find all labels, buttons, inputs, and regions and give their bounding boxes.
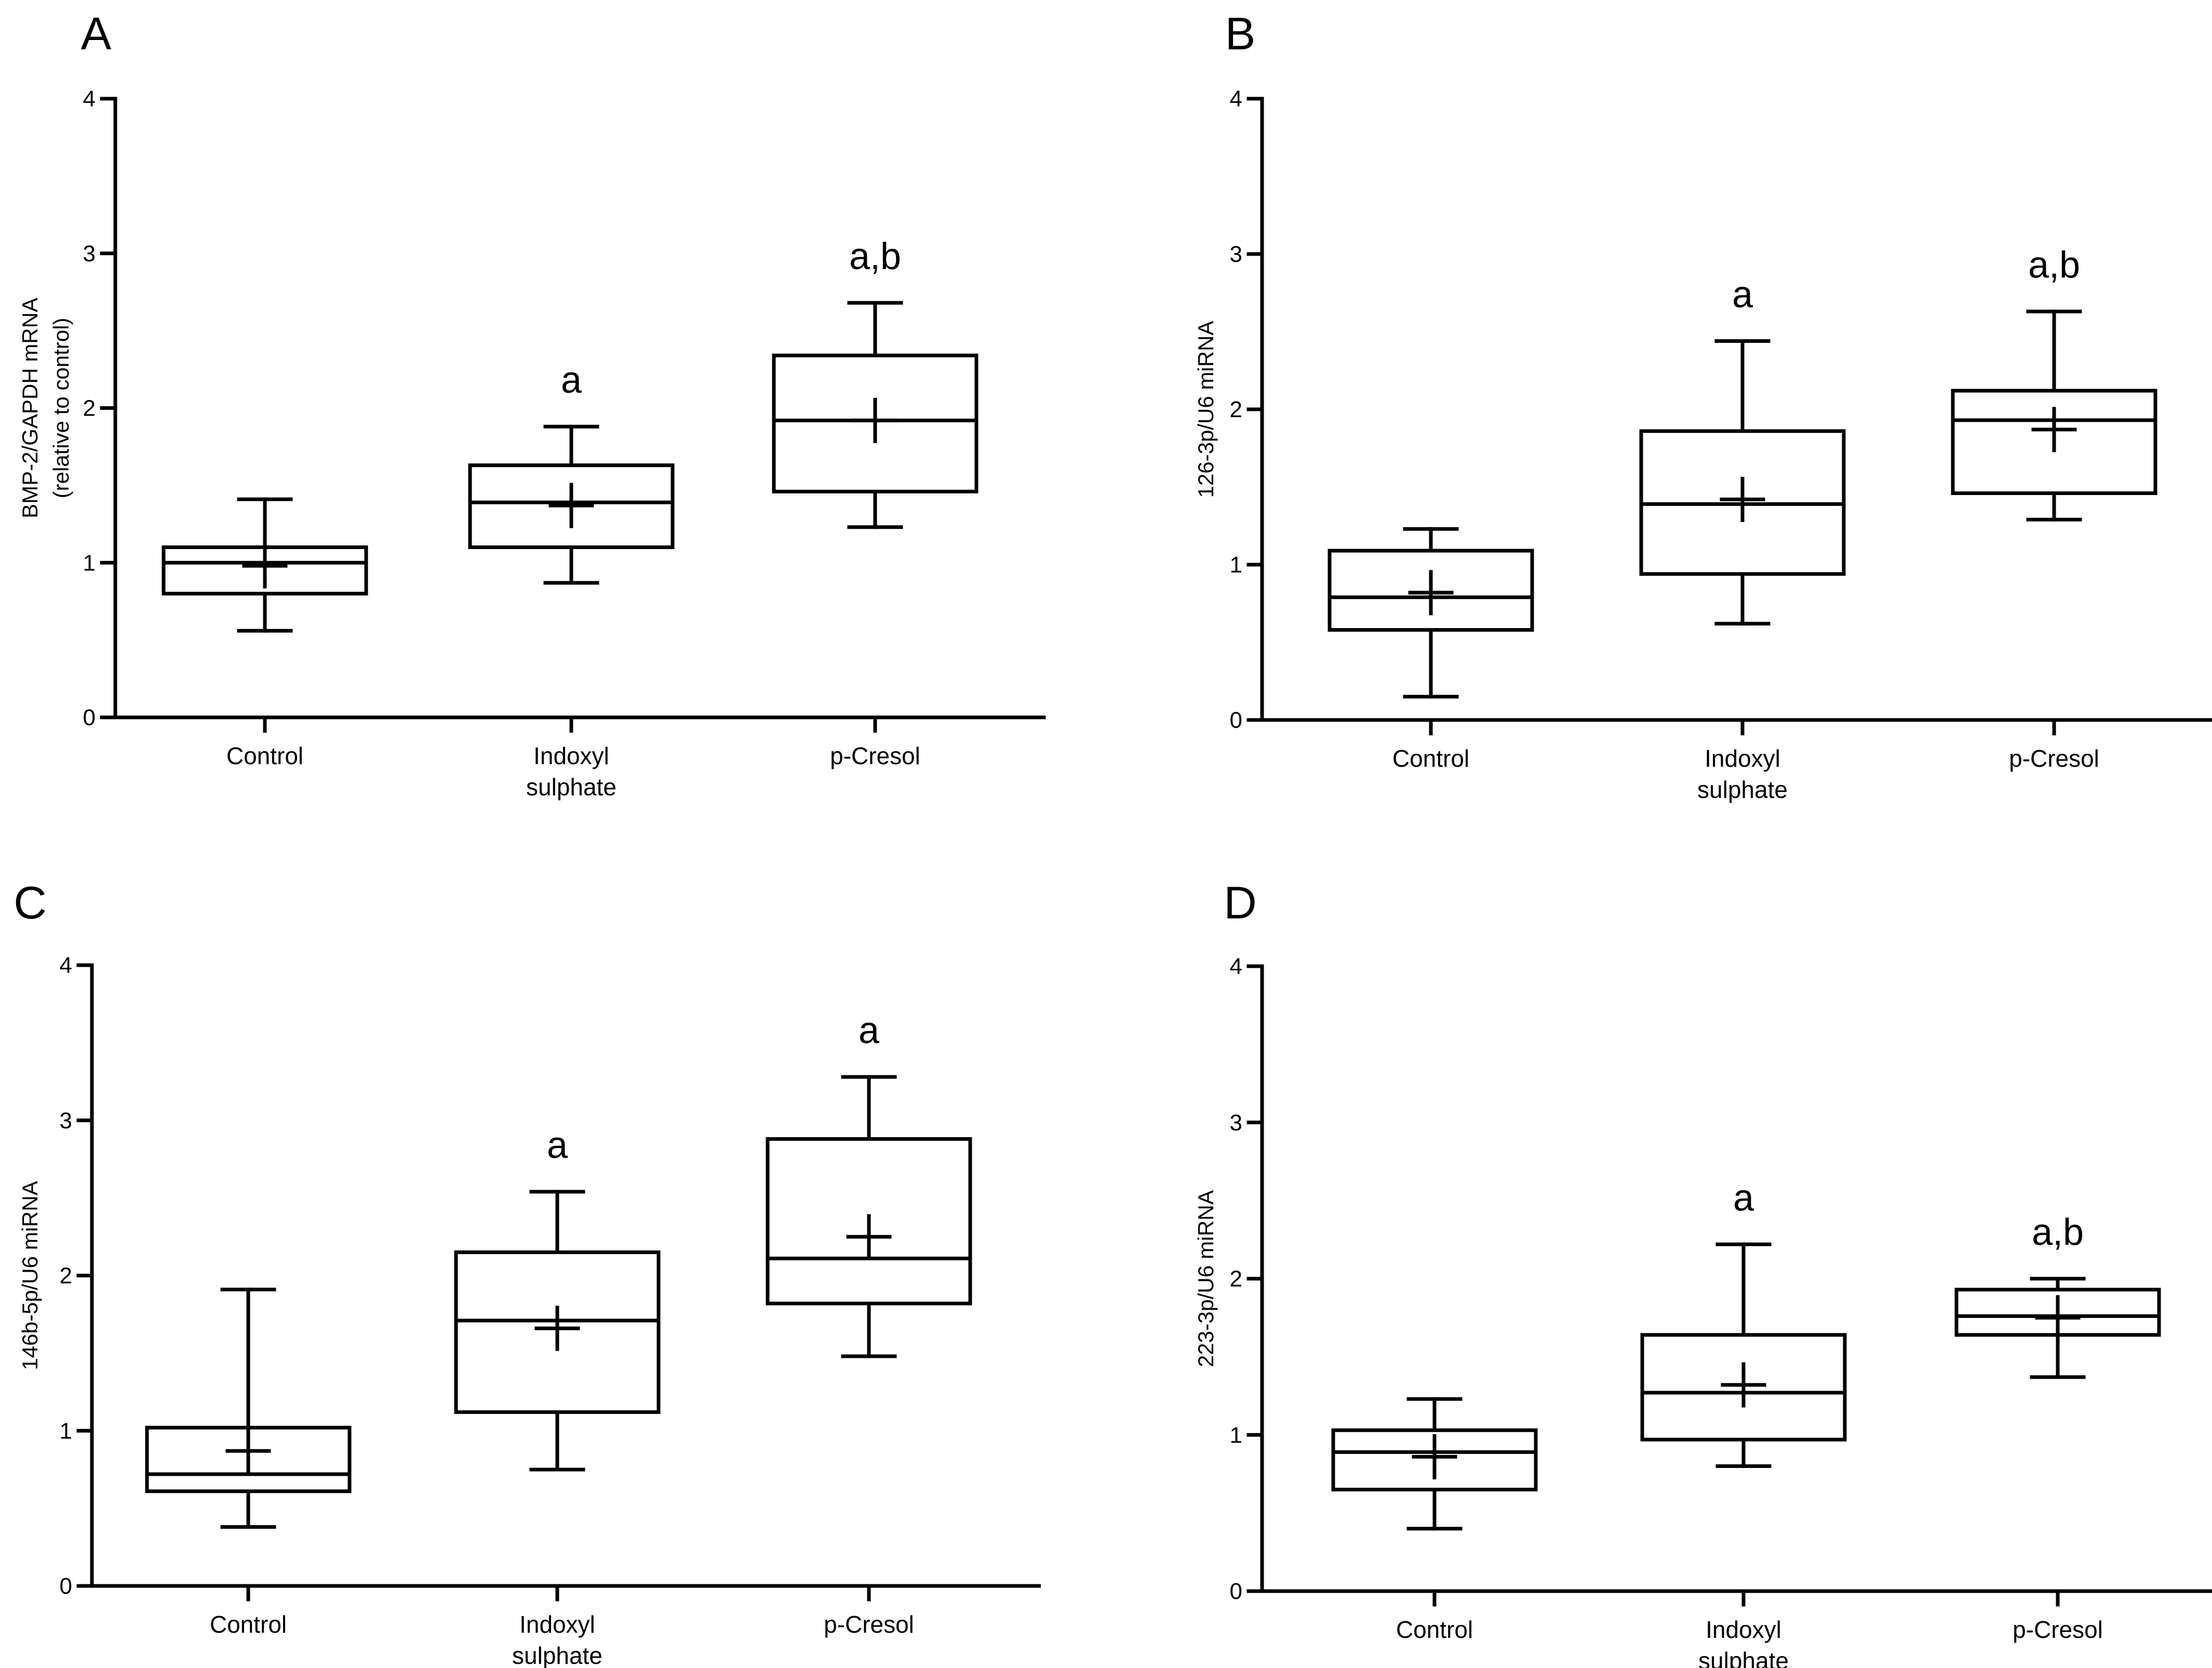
y-tick-label: 4 [60, 953, 72, 978]
y-axis-title: 126-3p/U6 miRNA [1194, 321, 1218, 498]
box-group: Control [1331, 1397, 1538, 1643]
x-tick-label: sulphate [512, 1642, 602, 1668]
panel-d: D 0 1 2 3 4 223-3p/U6 miRNA Control Indoxyl sulph… [1194, 877, 2212, 1668]
y-axis-title: 223-3p/U6 miRNA [1194, 1190, 1218, 1367]
significance-label: a,b [2032, 1212, 2084, 1253]
box-group: p-Cresol a,b [1951, 245, 2157, 772]
x-tick-label: sulphate [1698, 1647, 1789, 1668]
x-tick-label: sulphate [1697, 776, 1788, 803]
x-tick-label: p-Cresol [824, 1611, 914, 1638]
y-tick-label: 0 [1230, 708, 1242, 733]
significance-label: a [1733, 1177, 1754, 1219]
y-tick-label: 1 [1230, 1422, 1242, 1448]
y-tick-label: 0 [60, 1573, 72, 1599]
y-tick-label: 0 [1230, 1579, 1242, 1604]
box-group: Control [162, 497, 368, 769]
y-axis-title-line2: (relative to control) [49, 318, 73, 499]
x-tick-label: Control [226, 742, 303, 769]
box-group: Control [1328, 527, 1534, 772]
panel-a: A 0 1 2 3 4 BMP-2/GAPDH mRNA (relative to contr… [18, 8, 1046, 800]
panel-letter: A [81, 8, 112, 59]
x-tick-label: Indoxyl [1705, 745, 1780, 772]
box-group: Indoxyl sulphate a [454, 1125, 661, 1668]
y-tick-label: 0 [83, 705, 96, 730]
box-group: p-Cresol a,b [1954, 1212, 2161, 1643]
box-group: Control [145, 1287, 352, 1638]
x-tick-label: Indoxyl [1706, 1616, 1781, 1643]
box-iqr [766, 1137, 972, 1305]
x-tick-label: p-Cresol [2013, 1616, 2103, 1643]
y-tick-label: 1 [60, 1418, 72, 1444]
x-tick-label: p-Cresol [830, 742, 920, 769]
y-tick-label: 4 [1230, 86, 1242, 112]
panel-letter: B [1225, 8, 1256, 59]
x-tick-label: Indoxyl [519, 1611, 595, 1638]
y-tick-label: 2 [60, 1263, 72, 1289]
y-tick-label: 4 [83, 86, 96, 112]
x-tick-label: sulphate [526, 773, 616, 800]
panel-letter: C [14, 877, 47, 928]
y-tick-label: 2 [1230, 397, 1242, 422]
panel-c: C 0 1 2 3 4 146b-5p/U6 miRNA Control Indoxyl sulp… [14, 877, 1041, 1668]
significance-label: a [1732, 274, 1753, 315]
x-tick-label: Control [210, 1611, 287, 1638]
y-tick-label: 1 [83, 550, 96, 576]
x-tick-label: Control [1392, 745, 1469, 772]
x-tick-label: Indoxyl [533, 742, 609, 769]
x-tick-label: p-Cresol [2009, 745, 2099, 772]
y-tick-label: 3 [60, 1108, 72, 1133]
y-tick-label: 1 [1230, 552, 1242, 578]
y-tick-label: 2 [83, 396, 96, 421]
significance-label: a [561, 359, 582, 401]
y-tick-label: 2 [1230, 1266, 1242, 1292]
y-tick-label: 3 [1230, 242, 1242, 267]
significance-label: a,b [2028, 245, 2080, 286]
y-tick-label: 4 [1230, 954, 1242, 979]
y-axis-title: 146b-5p/U6 miRNA [18, 1181, 42, 1370]
y-tick-label: 3 [83, 241, 96, 266]
significance-label: a,b [849, 236, 901, 277]
box-group: Indoxyl sulphate a [468, 359, 675, 800]
box-group: Indoxyl sulphate a [1640, 1177, 1847, 1668]
panel-b: B 0 1 2 3 4 126-3p/U6 miRNA Control Indoxyl sulph… [1194, 8, 2212, 803]
box-group: p-Cresol a,b [772, 236, 978, 769]
panel-letter: D [1224, 877, 1257, 928]
box-group: p-Cresol a [766, 1010, 972, 1638]
y-tick-label: 3 [1230, 1110, 1242, 1136]
box-group: Indoxyl sulphate a [1639, 274, 1846, 803]
y-axis-title: BMP-2/GAPDH mRNA [18, 298, 42, 518]
x-tick-label: Control [1396, 1616, 1473, 1643]
significance-label: a [859, 1010, 880, 1051]
significance-label: a [547, 1125, 568, 1166]
